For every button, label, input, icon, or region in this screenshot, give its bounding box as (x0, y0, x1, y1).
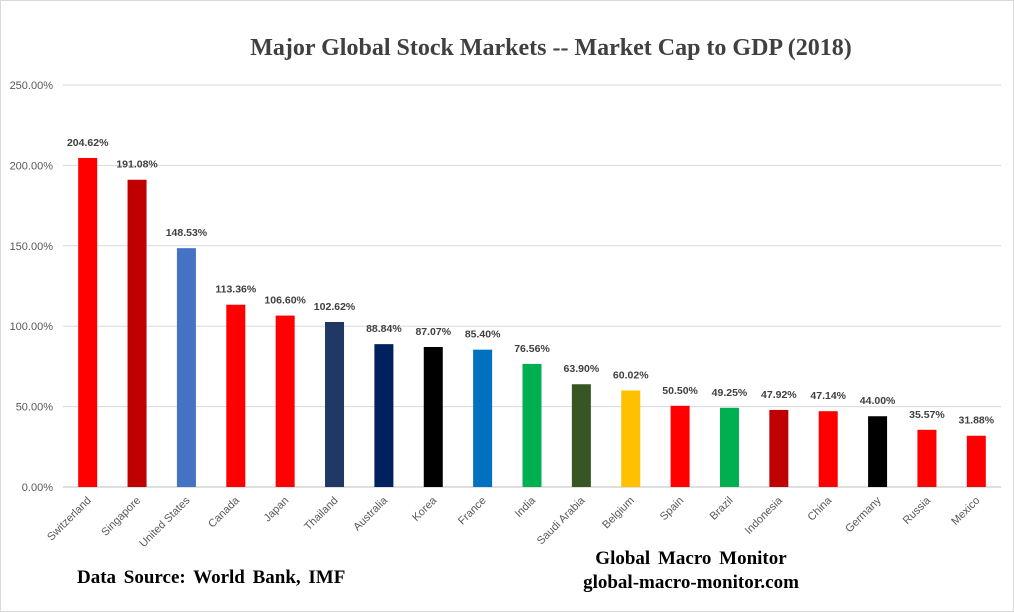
y-tick-label: 100.00% (10, 321, 54, 333)
data-label: 44.00% (860, 395, 896, 407)
data-label: 85.40% (465, 329, 501, 341)
bar (818, 411, 838, 487)
x-tick-label: Brazil (708, 495, 736, 523)
credit-name: Global Macro Monitor (595, 548, 787, 569)
bar (522, 363, 542, 487)
bar (621, 390, 641, 487)
bar (78, 157, 98, 487)
data-label: 87.07% (415, 326, 451, 338)
x-tick-label: Indonesia (743, 494, 786, 537)
y-tick-label: 250.00% (10, 80, 54, 92)
data-label: 113.36% (215, 284, 257, 296)
x-tick-label: Switzerland (45, 495, 94, 544)
bar (176, 248, 196, 487)
bar (719, 407, 739, 487)
bar (670, 405, 690, 487)
data-label: 35.57% (909, 409, 945, 421)
data-label: 31.88% (959, 415, 995, 427)
bar (966, 435, 986, 487)
x-tick-label: Mexico (949, 495, 982, 528)
bar (571, 384, 591, 487)
data-source-note: Data Source: World Bank, IMF (77, 567, 346, 588)
data-label: 88.84% (366, 323, 402, 335)
data-label: 47.92% (761, 389, 797, 401)
x-tick-label: Germany (843, 494, 884, 535)
x-tick-label: United States (137, 494, 193, 550)
x-tick-label: Korea (410, 494, 440, 524)
credit-site: global-macro-monitor.com (583, 572, 799, 593)
bar (325, 321, 345, 487)
y-tick-label: 150.00% (10, 241, 54, 253)
bar (374, 344, 394, 487)
data-label: 76.56% (514, 343, 550, 355)
x-tick-label: Japan (262, 495, 292, 525)
bar (769, 409, 789, 487)
y-tick-label: 0.00% (22, 482, 53, 494)
y-tick-label: 200.00% (10, 160, 54, 172)
credit-block: Global Macro Monitor global-macro-monito… (561, 547, 821, 595)
data-label: 47.14% (810, 390, 846, 402)
bar (127, 179, 147, 488)
bar (275, 315, 295, 487)
x-tick-label: India (513, 494, 539, 520)
x-tick-label: France (456, 495, 489, 528)
bar (423, 346, 443, 487)
data-label: 102.62% (314, 301, 356, 313)
x-tick-label: Spain (658, 495, 686, 523)
data-label: 60.02% (613, 369, 649, 381)
x-tick-label: Singapore (99, 495, 143, 539)
bar (473, 349, 493, 487)
data-label: 204.62% (67, 137, 109, 149)
x-tick-label: China (806, 494, 835, 523)
x-tick-label: Australia (351, 494, 390, 533)
x-tick-label: Russia (901, 494, 934, 527)
data-label: 191.08% (116, 159, 158, 171)
data-label: 148.53% (166, 227, 208, 239)
data-label: 49.25% (712, 387, 748, 399)
x-tick-label: Thailand (302, 495, 340, 533)
x-tick-label: Belgium (600, 495, 637, 532)
data-label: 50.50% (662, 385, 698, 397)
bar (917, 429, 937, 487)
y-tick-label: 50.00% (16, 402, 54, 414)
chart-title: Major Global Stock Markets -- Market Cap… (250, 35, 852, 61)
data-label: 106.60% (264, 295, 306, 307)
x-tick-label: Saudi Arabia (535, 494, 588, 547)
x-tick-label: Canada (206, 494, 242, 530)
bar (868, 416, 888, 487)
data-label: 63.90% (564, 363, 600, 375)
bar (226, 304, 246, 487)
